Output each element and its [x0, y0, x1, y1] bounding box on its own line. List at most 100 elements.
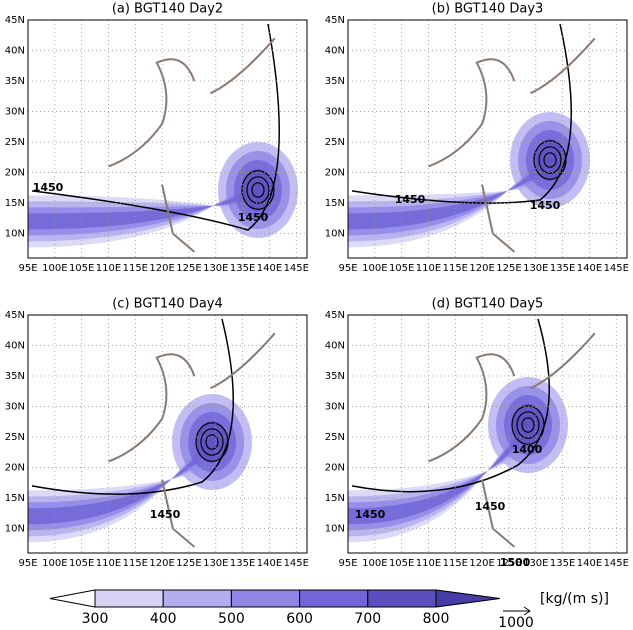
panel-title: (d) BGT140 Day5	[432, 297, 544, 312]
lon-tick-label: 135E	[550, 558, 575, 569]
flux-band	[28, 434, 212, 525]
lat-tick-label: 10N	[325, 229, 345, 240]
contour-label: 1450	[33, 181, 64, 194]
lon-tick-label: 125E	[496, 263, 521, 274]
panel-title: (c) BGT140 Day4	[112, 297, 223, 312]
contour-label: 1450	[355, 508, 386, 521]
lon-tick-label: 125E	[176, 263, 201, 274]
lon-tick-label: 95E	[338, 263, 357, 274]
flux-band	[28, 182, 258, 230]
contour-label: 1450	[238, 211, 269, 224]
contour	[241, 170, 275, 210]
lon-tick-label: 95E	[18, 558, 37, 569]
lon-tick-label: 95E	[338, 558, 357, 569]
lon-tick-label: 145E	[604, 263, 629, 274]
lon-tick-label: 105E	[389, 263, 414, 274]
colorbar-box	[299, 589, 369, 608]
panel: 95E 100E 105E 110E 115E 120E 125E 130E 135E 140E 1…	[325, 2, 629, 275]
lat-tick-label: 15N	[5, 493, 25, 504]
lon-tick-label: 130E	[203, 263, 228, 274]
flux-band	[348, 411, 528, 531]
contour	[200, 428, 224, 456]
colorbar-tri	[49, 589, 96, 608]
lon-tick-label: 130E	[203, 558, 228, 569]
contour-label: 1450	[150, 508, 181, 521]
lon-tick-label: 125E	[496, 558, 521, 569]
lat-tick-label: 45N	[5, 310, 25, 321]
contour-label: 1500	[500, 556, 531, 569]
contour	[31, 23, 280, 231]
lat-tick-label: 45N	[325, 310, 345, 321]
lat-tick-label: 30N	[5, 107, 25, 118]
lon-tick-label: 130E	[523, 263, 548, 274]
contour-label: 1450	[395, 193, 426, 206]
reference-label: 1000	[498, 615, 534, 630]
panel-title: (b) BGT140 Day3	[432, 2, 544, 17]
lat-tick-label: 35N	[5, 371, 25, 382]
lon-tick-label: 105E	[69, 263, 94, 274]
colorbar-label: 300	[82, 611, 109, 627]
lon-tick-label: 115E	[123, 558, 148, 569]
lat-tick-label: 15N	[325, 198, 345, 209]
contour	[351, 23, 572, 204]
lat-tick-label: 10N	[325, 524, 345, 535]
lat-tick-label: 20N	[5, 463, 25, 474]
lat-tick-label: 25N	[325, 137, 345, 148]
lon-tick-label: 135E	[230, 558, 255, 569]
reference-arrowhead	[523, 606, 531, 616]
lon-tick-label: 145E	[284, 263, 309, 274]
lon-tick-label: 140E	[257, 263, 282, 274]
lon-tick-label: 105E	[389, 558, 414, 569]
panel-frame	[27, 19, 308, 259]
panel-frame	[27, 314, 308, 554]
contour	[251, 182, 265, 198]
lat-tick-label: 30N	[5, 402, 25, 413]
lat-tick-label: 20N	[325, 463, 345, 474]
lat-tick-label: 15N	[325, 493, 345, 504]
lat-tick-label: 20N	[5, 168, 25, 179]
lon-tick-label: 120E	[149, 263, 174, 274]
lat-tick-label: 30N	[325, 402, 345, 413]
lat-tick-label: 35N	[5, 76, 25, 87]
lon-tick-label: 100E	[362, 558, 387, 569]
colorbar-label: 500	[218, 611, 245, 627]
lat-tick-label: 25N	[5, 432, 25, 443]
panel: 95E 100E 105E 110E 115E 120E 125E 130E 135E 140E 1…	[325, 297, 629, 570]
lon-tick-label: 100E	[362, 263, 387, 274]
contour-label: 1400	[512, 443, 543, 456]
lon-tick-label: 115E	[123, 263, 148, 274]
lon-tick-label: 125E	[176, 558, 201, 569]
lon-tick-label: 130E	[523, 558, 548, 569]
lon-tick-label: 110E	[416, 558, 441, 569]
panel-title: (a) BGT140 Day2	[112, 2, 223, 17]
lat-tick-label: 25N	[325, 432, 345, 443]
lon-tick-label: 120E	[149, 558, 174, 569]
lon-tick-label: 135E	[550, 263, 575, 274]
colorbar-box	[367, 589, 437, 608]
panel: 95E 100E 105E 110E 115E 120E 125E 130E 135E 140E 1…	[5, 2, 309, 275]
contour	[543, 152, 557, 168]
colorbar-label: 700	[354, 611, 381, 627]
lat-tick-label: 20N	[325, 168, 345, 179]
lat-tick-label: 15N	[5, 198, 25, 209]
cyclone-shade	[242, 169, 274, 211]
contour-label: 1450	[530, 199, 561, 212]
cyclone-shade	[534, 139, 566, 181]
lon-tick-label: 120E	[469, 263, 494, 274]
lon-tick-label: 100E	[42, 263, 67, 274]
lon-tick-label: 140E	[257, 558, 282, 569]
lat-tick-label: 40N	[5, 341, 25, 352]
colorbar-box	[94, 589, 164, 608]
lon-tick-label: 120E	[469, 558, 494, 569]
lon-tick-label: 115E	[443, 263, 468, 274]
unit-label: [kg/(m s)]	[540, 591, 609, 607]
lon-tick-label: 100E	[42, 558, 67, 569]
contour	[521, 417, 535, 433]
colorbar-box	[162, 589, 232, 608]
lat-tick-label: 30N	[325, 107, 345, 118]
contour	[538, 146, 562, 174]
flux-band	[348, 152, 550, 230]
contour	[516, 411, 540, 439]
colorbar-tri	[435, 589, 501, 608]
